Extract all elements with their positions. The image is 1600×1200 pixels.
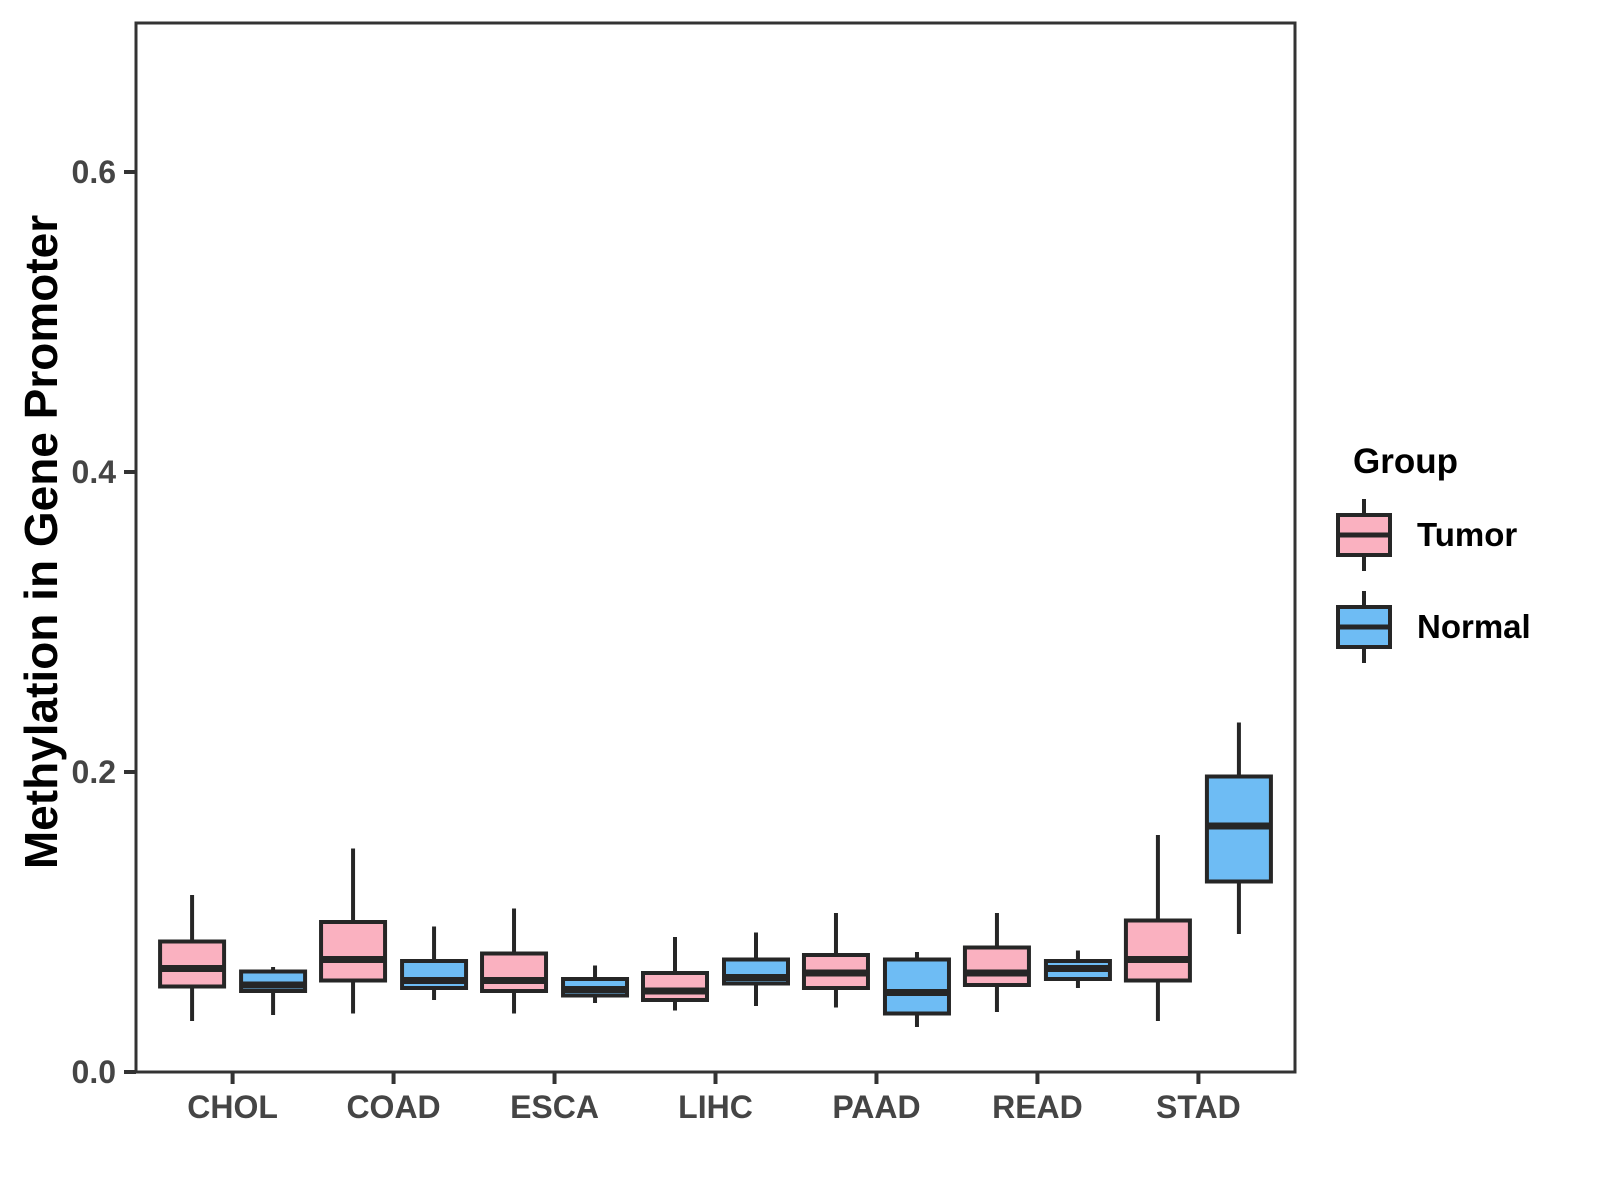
legend-item-normal: Normal (1335, 588, 1531, 666)
iqr-box (319, 920, 388, 983)
box-STAD-Normal (1204, 722, 1273, 934)
x-tick-label-PAAD: PAAD (832, 1089, 920, 1125)
iqr-box (158, 939, 227, 989)
iqr-box (480, 951, 549, 993)
y-tick-label-0.0: 0.0 (72, 1054, 116, 1090)
box-CHOL-Tumor (158, 895, 227, 1021)
legend-item-tumor: Tumor (1335, 496, 1531, 574)
legend-label-normal: Normal (1417, 608, 1531, 645)
box-READ-Tumor (962, 913, 1031, 1012)
legend: Group Tumor Normal (1335, 442, 1531, 666)
box-COAD-Tumor (319, 848, 388, 1014)
box-ESCA-Tumor (480, 908, 549, 1014)
box-PAAD-Tumor (801, 913, 870, 1008)
x-tick-label-LIHC: LIHC (678, 1089, 753, 1125)
iqr-box (1123, 918, 1192, 983)
x-tick-label-STAD: STAD (1156, 1089, 1241, 1125)
y-axis-title: Methylation in Gene Promoter (15, 214, 67, 870)
box-ESCA-Normal (561, 965, 630, 1003)
normal-boxplot-key-icon (1336, 591, 1392, 663)
legend-title: Group (1353, 442, 1458, 481)
x-tick-label-READ: READ (992, 1089, 1083, 1125)
box-STAD-Tumor (1123, 835, 1192, 1021)
y-tick-label-0.2: 0.2 (72, 754, 116, 790)
box-CHOL-Normal (239, 967, 308, 1015)
iqr-box (882, 957, 951, 1016)
tumor-boxplot-key-icon (1336, 499, 1392, 571)
box-PAAD-Normal (882, 952, 951, 1027)
x-tick-label-CHOL: CHOL (187, 1089, 278, 1125)
legend-label-tumor: Tumor (1417, 516, 1518, 553)
box-COAD-Normal (400, 926, 469, 1000)
iqr-box (641, 971, 709, 1002)
box-LIHC-Normal (722, 932, 790, 1006)
x-tick-label-ESCA: ESCA (510, 1089, 599, 1125)
legend-items: Tumor Normal (1335, 496, 1531, 666)
panel-border (134, 21, 1297, 1074)
x-tick-label-COAD: COAD (346, 1089, 440, 1125)
y-tick-label-0.4: 0.4 (72, 454, 117, 490)
y-tick-label-0.6: 0.6 (72, 154, 116, 190)
box-READ-Normal (1043, 950, 1112, 988)
iqr-box (962, 945, 1031, 987)
box-LIHC-Tumor (641, 937, 709, 1011)
